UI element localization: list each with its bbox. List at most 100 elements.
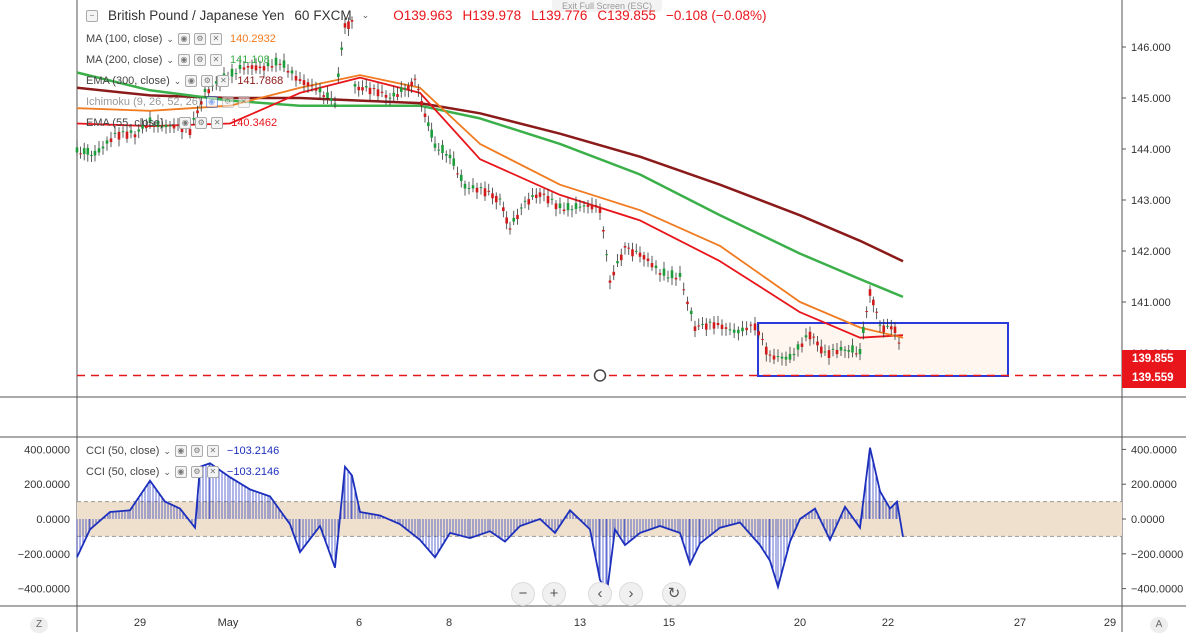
candle-body	[86, 147, 90, 155]
candle-body	[430, 129, 433, 138]
chevron-down-icon[interactable]: ⌄	[167, 117, 176, 128]
interval-label[interactable]: 60	[294, 8, 310, 23]
candle-body	[519, 207, 523, 209]
scroll-right-button[interactable]: ›	[619, 582, 643, 606]
legend-ema300[interactable]: EMA (300, close) ⌄ ◉ ⚙ ✕ 141.7868	[86, 75, 283, 87]
candle-body	[294, 75, 298, 81]
candle-body	[494, 195, 498, 203]
candle-body	[498, 198, 502, 200]
chevron-down-icon[interactable]: ⌄	[361, 10, 370, 20]
candle-body	[467, 187, 471, 189]
close-icon[interactable]: ✕	[237, 96, 250, 108]
time-axis-label: 15	[663, 617, 675, 629]
candle-body	[340, 47, 343, 50]
legend-label: EMA (55, close)	[86, 117, 164, 129]
scroll-left-button[interactable]: ‹	[588, 582, 612, 606]
candle-body	[865, 311, 868, 313]
candle-body	[693, 326, 697, 331]
legend-label: CCI (50, close)	[86, 445, 160, 457]
candle-body	[302, 80, 306, 86]
legend-ma100[interactable]: MA (100, close) ⌄ ◉ ⚙ ✕ 140.2932	[86, 33, 276, 45]
candle-body	[290, 70, 294, 74]
legend-cci-1[interactable]: CCI (50, close) ⌄ ◉ ⚙ ✕ −103.2146	[86, 445, 279, 457]
ohlc-high: H139.978	[462, 8, 522, 23]
close-icon[interactable]: ✕	[209, 54, 222, 66]
candle-body	[196, 110, 199, 114]
gear-icon[interactable]: ⚙	[201, 75, 214, 87]
eye-icon[interactable]: ◉	[179, 117, 192, 129]
close-icon[interactable]: ✕	[206, 445, 219, 457]
close-icon[interactable]: ✕	[209, 33, 222, 45]
legend-label: EMA (300, close)	[86, 75, 170, 87]
candle-body	[745, 327, 748, 331]
eye-icon[interactable]: ◉	[174, 466, 187, 478]
legend-ma200[interactable]: MA (200, close) ⌄ ◉ ⚙ ✕ 141.108	[86, 54, 270, 66]
legend-cci-2[interactable]: CCI (50, close) ⌄ ◉ ⚙ ✕ −103.2146	[86, 466, 279, 478]
candle-body	[361, 87, 364, 91]
chevron-down-icon[interactable]: ⌄	[173, 75, 182, 86]
eye-icon[interactable]: ◉	[177, 54, 190, 66]
gear-icon[interactable]: ⚙	[193, 33, 206, 45]
ohlc-change: −0.108 (−0.08%)	[665, 8, 767, 23]
chevron-down-icon[interactable]: ⌄	[163, 466, 171, 477]
reset-chart-button[interactable]: ↻	[662, 582, 686, 606]
chevron-down-icon[interactable]: ⌄	[163, 445, 171, 456]
chevron-down-icon[interactable]: ⌄	[166, 54, 174, 65]
candle-body	[388, 97, 392, 99]
legend-ichimoku[interactable]: Ichimoku (9, 26, 52, 26) ◉ ⚙ ✕	[86, 96, 250, 108]
eye-icon[interactable]: ◉	[205, 96, 218, 108]
timezone-button[interactable]: Z	[30, 617, 48, 633]
candle-body	[250, 65, 254, 69]
candle-body	[598, 206, 602, 213]
candle-body	[796, 344, 800, 350]
eye-icon[interactable]: ◉	[174, 445, 187, 457]
candle-body	[364, 86, 368, 88]
gear-icon[interactable]: ⚙	[190, 445, 203, 457]
candle-body	[242, 67, 246, 70]
candle-body	[843, 349, 847, 351]
close-icon[interactable]: ✕	[217, 75, 230, 87]
candle-body	[444, 154, 448, 156]
candle-body	[686, 301, 689, 305]
zoom-out-button[interactable]: −	[511, 582, 535, 606]
candle-body	[441, 144, 444, 154]
candle-body	[413, 78, 417, 80]
candle-body	[642, 255, 646, 260]
auto-scale-button[interactable]: A	[1150, 617, 1168, 633]
candle-body	[538, 192, 542, 197]
candle-body	[812, 336, 816, 338]
candle-body	[780, 356, 784, 359]
candle-body	[761, 338, 764, 340]
candle-body	[897, 342, 901, 344]
zoom-in-button[interactable]: +	[542, 582, 566, 606]
time-axis-label: 22	[882, 617, 894, 629]
close-icon[interactable]: ✕	[206, 466, 219, 478]
candle-body	[823, 351, 827, 353]
candle-body	[784, 356, 788, 360]
candle-body	[893, 326, 897, 334]
candle-body	[862, 326, 865, 334]
symbol-name[interactable]: British Pound / Japanese Yen	[108, 8, 285, 23]
gear-icon[interactable]: ⚙	[195, 117, 208, 129]
candle-body	[333, 103, 337, 105]
legend-value: 140.3462	[231, 117, 278, 129]
gear-icon[interactable]: ⚙	[193, 54, 206, 66]
eye-icon[interactable]: ◉	[177, 33, 190, 45]
candle-body	[654, 265, 658, 269]
candle-body	[712, 322, 716, 329]
close-icon[interactable]: ✕	[211, 117, 224, 129]
chevron-down-icon[interactable]: ⌄	[166, 33, 174, 44]
gear-icon[interactable]: ⚙	[221, 96, 234, 108]
eye-icon[interactable]: ◉	[185, 75, 198, 87]
legend-ema55[interactable]: EMA (55, close) ⌄ ◉ ⚙ ✕ 140.3462	[86, 117, 277, 129]
exit-fullscreen-tab[interactable]: Exit Full Screen (ESC)	[552, 0, 663, 12]
gear-icon[interactable]: ⚙	[190, 466, 203, 478]
candle-body	[93, 150, 97, 156]
candle-body	[574, 203, 578, 209]
candle-body	[254, 65, 258, 71]
candle-body	[570, 209, 574, 211]
time-axis-label: 27	[1014, 617, 1026, 629]
candle-body	[666, 277, 670, 279]
collapse-icon[interactable]: −	[86, 9, 98, 22]
candle-body	[772, 355, 776, 360]
